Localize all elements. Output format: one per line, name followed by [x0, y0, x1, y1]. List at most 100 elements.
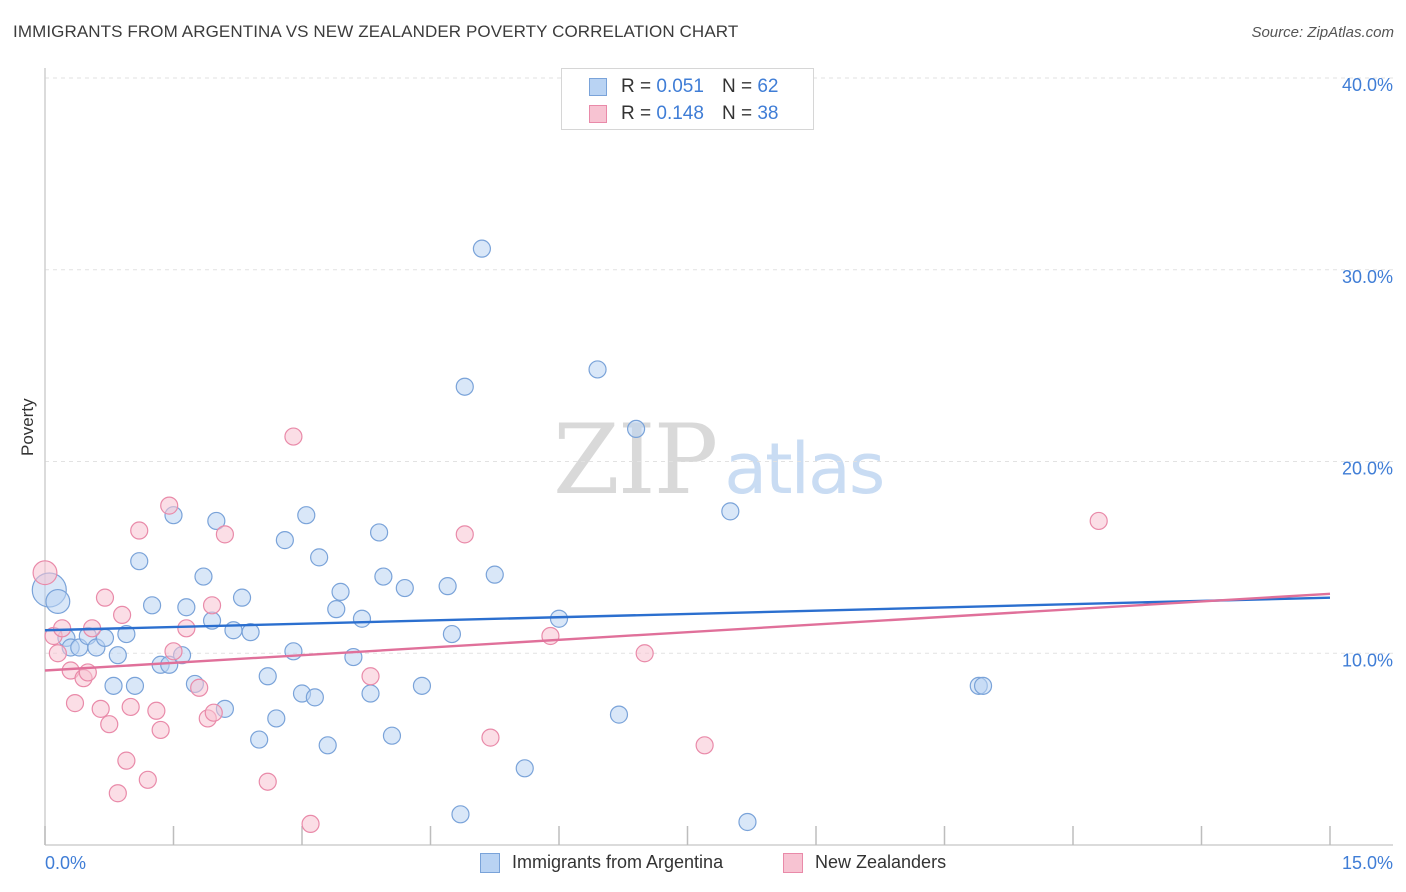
stats-row-argentina: R = 0.051 N = 62	[562, 73, 778, 101]
point-new-zealanders	[190, 678, 209, 697]
point-new-zealanders	[117, 751, 136, 770]
stats-row-new-zealanders: R = 0.148 N = 38	[562, 100, 778, 128]
point-argentina	[45, 588, 71, 614]
point-argentina	[305, 688, 324, 707]
point-argentina	[117, 624, 136, 644]
r-label: R =	[621, 103, 652, 124]
point-new-zealanders	[160, 496, 179, 515]
point-argentina	[352, 609, 372, 628]
point-new-zealanders	[53, 619, 72, 638]
point-argentina	[738, 812, 757, 832]
point-argentina	[370, 523, 389, 542]
stats-legend: R = 0.051 N = 62 R = 0.148 N = 38	[561, 68, 814, 130]
point-argentina	[412, 676, 432, 695]
n-value: 38	[757, 103, 779, 124]
point-argentina	[284, 642, 303, 661]
point-argentina	[310, 548, 329, 567]
point-argentina	[515, 759, 534, 778]
point-argentina	[609, 705, 629, 724]
point-new-zealanders	[455, 525, 474, 544]
point-argentina	[455, 377, 474, 396]
point-argentina	[442, 624, 462, 644]
point-new-zealanders	[130, 521, 149, 540]
point-argentina	[973, 676, 993, 695]
point-argentina	[241, 623, 260, 642]
point-argentina	[626, 419, 646, 439]
x-tick-label: 15.0%	[1342, 853, 1393, 873]
point-argentina	[104, 676, 123, 695]
point-new-zealanders	[202, 596, 222, 615]
n-label: N =	[721, 76, 753, 97]
point-argentina	[258, 667, 277, 686]
point-new-zealanders	[138, 770, 157, 789]
point-argentina	[721, 502, 740, 521]
point-argentina	[382, 726, 402, 745]
point-new-zealanders	[164, 642, 183, 661]
n-label: N =	[721, 103, 753, 124]
legend-label-argentina: Immigrants from Argentina	[512, 852, 724, 872]
point-new-zealanders	[147, 701, 166, 720]
point-argentina	[250, 730, 269, 749]
n-value: 62	[757, 76, 779, 97]
r-value: 0.051	[656, 76, 704, 97]
point-new-zealanders	[215, 525, 234, 544]
point-new-zealanders	[108, 784, 127, 803]
point-argentina	[485, 565, 504, 584]
point-new-zealanders	[695, 736, 714, 755]
source-credit: Source: ZipAtlas.com	[1251, 24, 1394, 41]
point-argentina	[318, 736, 337, 755]
point-argentina	[472, 239, 491, 258]
point-new-zealanders	[121, 697, 140, 717]
point-new-zealanders	[481, 728, 500, 747]
y-axis-label: Poverty	[18, 398, 37, 456]
point-argentina	[142, 596, 162, 615]
point-new-zealanders	[65, 694, 85, 713]
y-tick-label: 30.0%	[1342, 267, 1393, 287]
legend-item-argentina[interactable]: Immigrants from Argentina	[480, 852, 723, 873]
legend-swatch-argentina	[480, 852, 500, 873]
r-value: 0.148	[656, 103, 704, 124]
point-new-zealanders	[541, 626, 560, 646]
point-new-zealanders	[361, 667, 380, 686]
point-new-zealanders	[284, 427, 303, 446]
point-argentina	[275, 531, 294, 550]
point-argentina	[361, 684, 380, 703]
point-new-zealanders	[48, 644, 67, 663]
x-tick-label: 0.0%	[45, 853, 86, 873]
chart-title: IMMIGRANTS FROM ARGENTINA VS NEW ZEALAND…	[13, 22, 739, 41]
point-argentina	[125, 676, 145, 695]
point-argentina	[327, 600, 346, 619]
point-new-zealanders	[1089, 511, 1108, 531]
legend-swatch-new-zealanders	[783, 852, 803, 873]
point-new-zealanders	[151, 720, 170, 740]
point-new-zealanders	[204, 703, 223, 722]
r-label: R =	[621, 76, 652, 97]
point-argentina	[297, 506, 316, 525]
point-new-zealanders	[177, 619, 196, 638]
new-zealanders-swatch	[589, 105, 607, 123]
point-argentina	[232, 588, 252, 607]
point-argentina	[395, 578, 414, 598]
point-new-zealanders	[32, 560, 58, 586]
trend-line-argentina	[44, 596, 1331, 632]
point-argentina	[451, 805, 470, 824]
point-argentina	[588, 360, 607, 379]
point-argentina	[207, 511, 226, 531]
y-tick-label: 20.0%	[1342, 459, 1393, 479]
point-new-zealanders	[301, 814, 320, 834]
argentina-swatch	[589, 78, 607, 96]
y-tick-label: 40.0%	[1342, 75, 1393, 95]
point-argentina	[108, 646, 127, 665]
series-legend: Immigrants from Argentina New Zealanders	[0, 852, 1406, 878]
legend-item-new-zealanders[interactable]: New Zealanders	[783, 852, 946, 873]
point-argentina	[331, 582, 350, 601]
point-argentina	[177, 598, 196, 617]
point-argentina	[267, 709, 286, 728]
point-argentina	[549, 609, 569, 628]
point-argentina	[130, 552, 149, 571]
legend-label-new-zealanders: New Zealanders	[815, 852, 947, 872]
trend-line-new-zealanders	[44, 592, 1331, 672]
point-new-zealanders	[112, 605, 132, 625]
y-tick-label: 10.0%	[1342, 650, 1393, 670]
point-new-zealanders	[100, 715, 119, 734]
